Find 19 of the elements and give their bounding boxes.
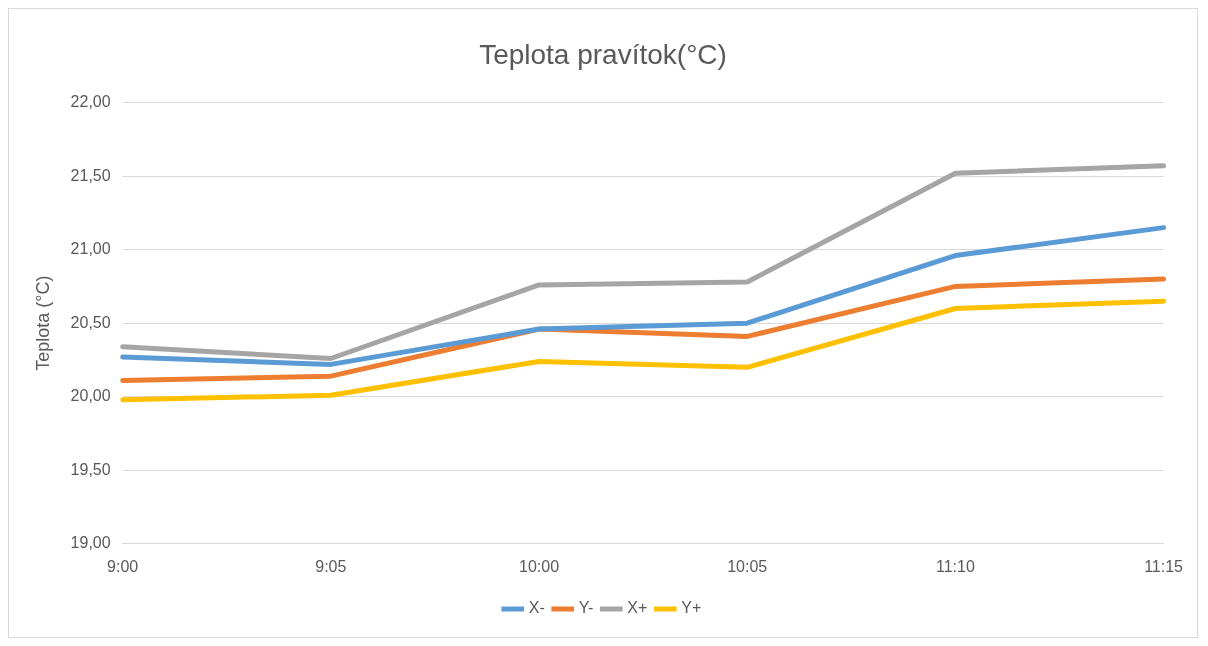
x-tick-label: 9:05 xyxy=(315,557,347,575)
y-tick-label: 20,50 xyxy=(70,313,111,331)
y-tick-label: 22,00 xyxy=(70,93,111,111)
legend-label: X+ xyxy=(627,599,648,617)
x-tick-label: 11:15 xyxy=(1144,557,1184,575)
y-tick-label: 20,00 xyxy=(70,387,111,405)
chart-title: Teplota pravítok(°C) xyxy=(479,38,727,70)
x-tick-label: 11:10 xyxy=(935,557,975,575)
legend-label: X- xyxy=(528,599,545,617)
x-tick-label: 9:00 xyxy=(107,557,139,575)
y-tick-label: 19,50 xyxy=(70,460,111,478)
x-tick-label: 10:05 xyxy=(727,557,768,575)
legend-label: Y+ xyxy=(681,599,702,617)
x-tick-label: 10:00 xyxy=(518,557,560,575)
legend-label: Y- xyxy=(578,599,594,617)
y-axis-title: Teplota (°C) xyxy=(32,275,53,371)
y-tick-label: 19,00 xyxy=(70,534,111,552)
y-tick-label: 21,50 xyxy=(70,166,111,184)
y-tick-label: 21,00 xyxy=(70,240,111,258)
